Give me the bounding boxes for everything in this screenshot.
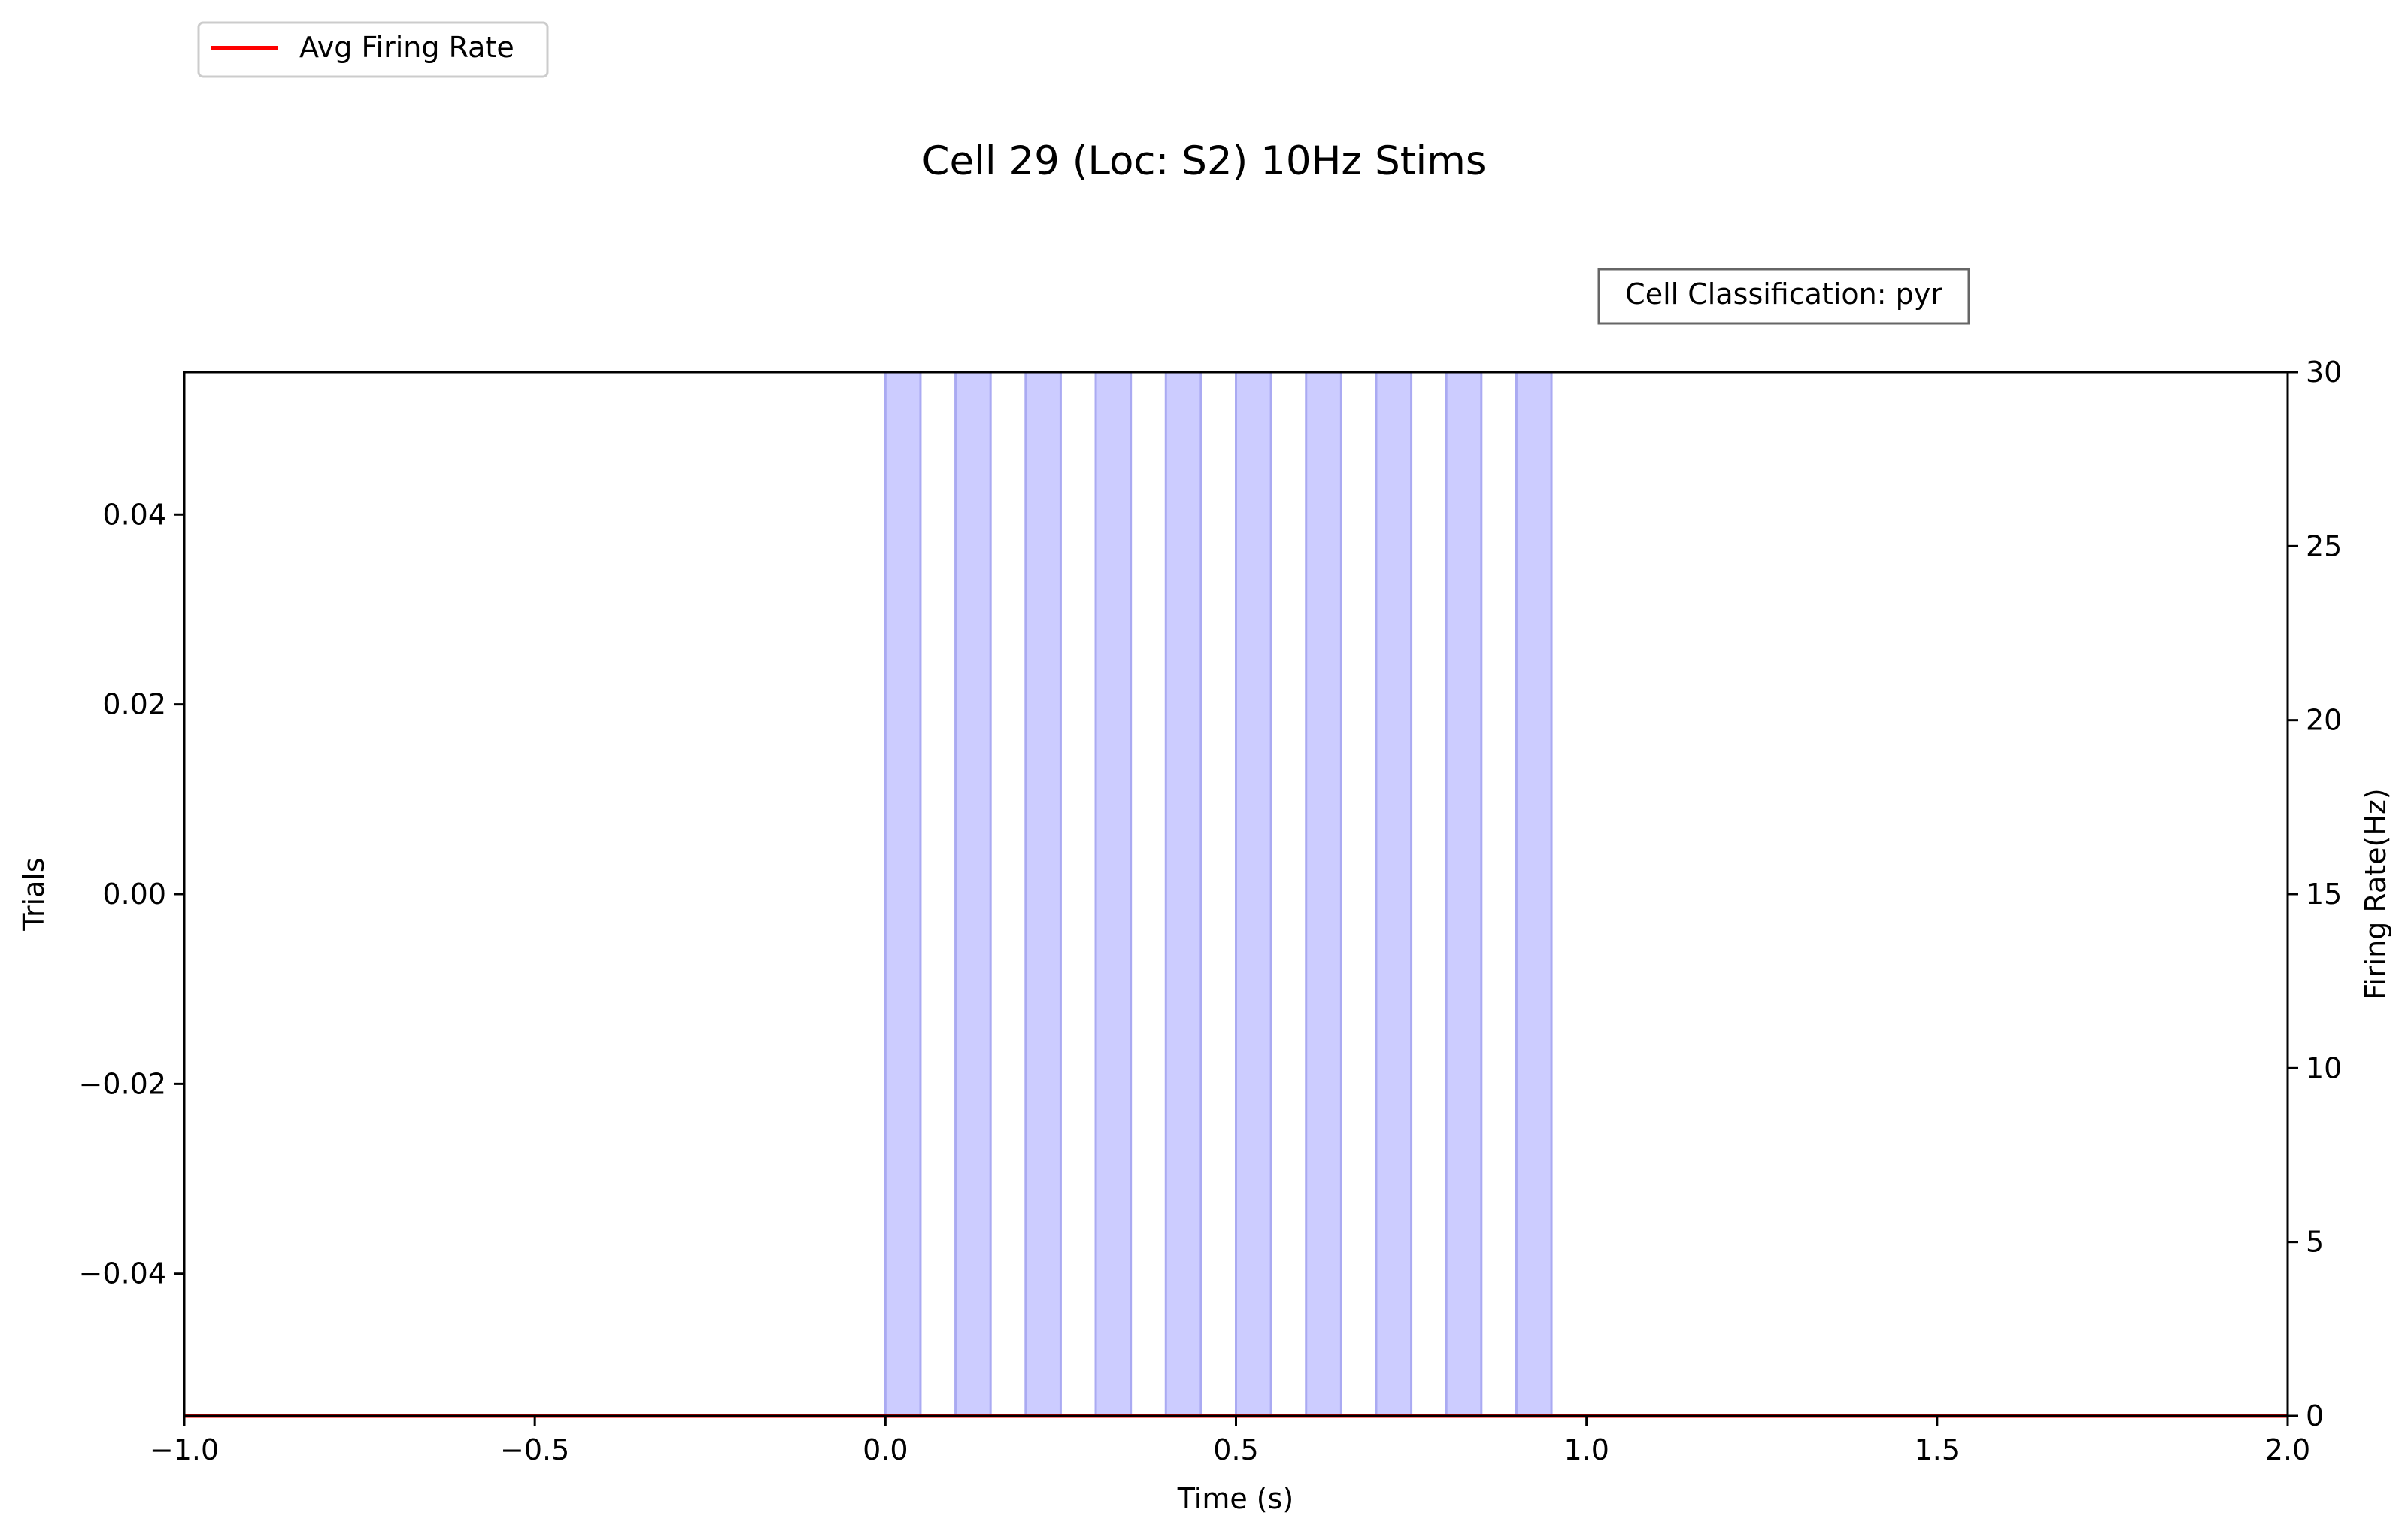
stim-window-7 [1375, 371, 1413, 1417]
stim-window-1 [954, 371, 992, 1417]
y-right-tick-label: 10 [2306, 1051, 2342, 1084]
y-right-tick-label: 15 [2306, 878, 2342, 911]
legend: Avg Firing Rate [197, 21, 549, 78]
x-tick-label: 2.0 [2265, 1433, 2310, 1466]
x-tick-label: −0.5 [500, 1433, 569, 1466]
y-left-tick-label: 0.00 [102, 878, 166, 911]
stim-window-6 [1305, 371, 1342, 1417]
x-axis: −1.0 −0.5 0.0 0.5 1.0 1.5 2.0 [150, 1416, 2310, 1466]
y-left-tick-label: 0.02 [102, 688, 166, 721]
stim-window-2 [1024, 371, 1062, 1417]
y-axis-right: 0 5 10 15 20 25 30 [2288, 356, 2342, 1432]
stim-window-0 [884, 371, 922, 1417]
x-tick-label: 0.0 [863, 1433, 908, 1466]
y-left-tick-label: −0.04 [79, 1257, 166, 1290]
classification-text: Cell Classification: pyr [1625, 277, 1942, 311]
chart-title: Cell 29 (Loc: S2) 10Hz Stims [922, 138, 1487, 184]
y-right-tick-label: 5 [2306, 1226, 2324, 1259]
y-axis-left: 0.04 0.02 0.00 −0.02 −0.04 [79, 498, 184, 1290]
y-left-tick-label: 0.04 [102, 498, 166, 531]
y-right-tick-label: 20 [2306, 704, 2342, 737]
y-right-tick-label: 0 [2306, 1399, 2324, 1432]
stim-window-9 [1515, 371, 1553, 1417]
x-tick-label: 0.5 [1213, 1433, 1258, 1466]
stim-window-8 [1445, 371, 1483, 1417]
y-axis-left-label: Trials [17, 857, 50, 931]
stim-window-5 [1235, 371, 1272, 1417]
x-axis-label: Time (s) [1177, 1482, 1294, 1515]
x-tick-label: 1.0 [1563, 1433, 1609, 1466]
y-right-tick-label: 30 [2306, 356, 2342, 389]
legend-label: Avg Firing Rate [299, 31, 514, 64]
y-axis-right-label: Firing Rate(Hz) [2359, 788, 2392, 999]
stim-window-4 [1164, 371, 1202, 1417]
x-tick-label: −1.0 [150, 1433, 219, 1466]
x-tick-label: 1.5 [1915, 1433, 1960, 1466]
stim-windows [884, 371, 1553, 1417]
stim-window-3 [1094, 371, 1133, 1417]
y-right-tick-label: 25 [2306, 529, 2342, 562]
classification-annotation: Cell Classification: pyr [1597, 268, 1970, 325]
y-left-tick-label: −0.02 [79, 1067, 166, 1100]
